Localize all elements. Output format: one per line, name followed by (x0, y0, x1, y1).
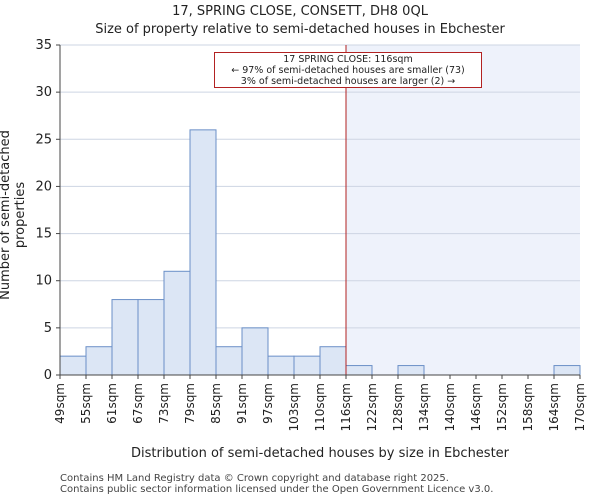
x-tick-label: 103sqm (287, 383, 301, 431)
x-tick-label: 97sqm (261, 383, 275, 424)
y-tick-label: 25 (35, 132, 52, 147)
x-tick-label: 134sqm (417, 383, 431, 431)
x-tick-label: 49sqm (53, 383, 67, 424)
chart-subtitle: Size of property relative to semi-detach… (95, 22, 505, 37)
bar (267, 355, 295, 376)
annotation-line-3: 3% of semi-detached houses are larger (2… (240, 76, 456, 87)
bar (293, 355, 321, 376)
x-tick-label: 152sqm (495, 383, 509, 431)
annotation-line-1: 17 SPRING CLOSE: 116sqm (283, 54, 413, 65)
x-tick-label: 91sqm (235, 383, 249, 424)
bar (111, 299, 139, 376)
x-tick-label: 85sqm (209, 383, 223, 424)
bar (163, 270, 191, 376)
bar (215, 346, 243, 376)
x-tick-label: 164sqm (547, 383, 561, 431)
x-tick-label: 110sqm (313, 383, 327, 431)
y-tick-label: 20 (35, 179, 52, 194)
x-tick-label: 128sqm (391, 383, 405, 431)
bar (137, 299, 165, 376)
x-tick-label: 146sqm (469, 383, 483, 431)
x-tick-label: 140sqm (443, 383, 457, 431)
bar (241, 327, 269, 376)
property-annotation: 17 SPRING CLOSE: 116sqm ← 97% of semi-de… (214, 52, 482, 88)
y-axis-label: Number of semi-detached properties (0, 130, 28, 300)
x-axis-label: Distribution of semi-detached houses by … (130, 446, 510, 461)
x-tick-label: 122sqm (365, 383, 379, 431)
bar (345, 365, 373, 376)
x-tick-label: 61sqm (105, 383, 119, 424)
bar (553, 365, 581, 376)
footer-line-1: Contains HM Land Registry data © Crown c… (60, 473, 449, 484)
footer: Contains HM Land Registry data © Crown c… (60, 473, 493, 495)
y-tick-label: 30 (35, 85, 52, 100)
x-tick-label: 158sqm (521, 383, 535, 431)
shaded-region (346, 45, 580, 375)
footer-line-2: Contains public sector information licen… (60, 484, 494, 495)
y-tick-label: 35 (35, 38, 52, 53)
annotation-line-2: ← 97% of semi-detached houses are smalle… (231, 65, 465, 76)
x-tick-label: 79sqm (183, 383, 197, 424)
x-tick-label: 55sqm (79, 383, 93, 424)
bar (397, 365, 425, 376)
x-tick-label: 73sqm (157, 383, 171, 424)
y-tick-label: 5 (44, 321, 52, 336)
y-tick-label: 0 (44, 368, 52, 383)
y-tick-label: 15 (35, 227, 52, 242)
bar (189, 129, 217, 376)
x-tick-label: 67sqm (131, 383, 145, 424)
bar (319, 346, 347, 376)
y-tick-label: 10 (35, 274, 52, 289)
bar (85, 346, 113, 376)
chart-title: 17, SPRING CLOSE, CONSETT, DH8 0QL (172, 4, 428, 19)
x-tick-label: 116sqm (339, 383, 353, 431)
x-tick-label: 170sqm (573, 383, 587, 431)
bar (59, 355, 87, 376)
